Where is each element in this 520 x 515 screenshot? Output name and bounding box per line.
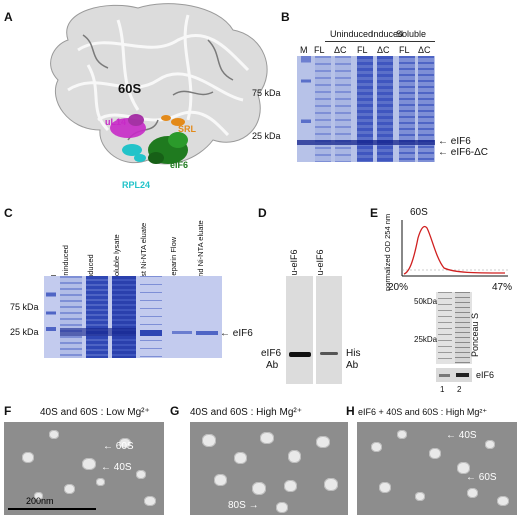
c-lane-ni1: 1st Ni-NTA eluate [139,222,148,281]
panel-h-letter: H [346,404,355,418]
h-title: eIF6 + 40S and 60S : High Mg²⁺ [358,407,488,417]
g-arrow-80s-text: 80S [228,500,246,511]
lane-fl-1: FL [314,45,325,55]
g-title: 40S and 60S : High Mg²⁺ [190,407,303,418]
c-lane-ni2: 2nd Ni-NTA eluate [196,220,205,281]
panel-e-letter: E [370,206,379,220]
d-left-label-1: eIF6 [261,348,282,359]
em-image-f [4,422,164,515]
em-image-h [357,422,517,515]
d-right-label-1: His [346,348,361,359]
group-soluble: Soluble [396,29,427,39]
eif6-protein [148,132,188,164]
e-lane-1: 1 [440,385,445,394]
ul14-protein [110,114,146,138]
arrow-eif6-text: eIF6 [450,136,471,147]
panel-b-letter: B [281,10,290,24]
d-left-label-2: Ab [266,360,279,371]
panel-d-letter: D [258,206,267,220]
gel-c [44,276,222,358]
western-blot-his-ab [316,276,342,384]
c-lane-heparin: Heparin Flow [169,236,178,281]
panel-a-letter: A [4,10,13,24]
g-arrow-80s: 80S → [228,500,259,511]
f-title: 40S and 60S : Low Mg²⁺ [40,407,150,418]
western-blot-eif6-ab [286,276,313,384]
e-lane-2: 2 [457,385,462,394]
lane-dc-2: ΔC [377,45,390,55]
e-x-end: 47% [492,282,513,293]
c-lane-soluble: Soluble lysate [112,234,121,281]
label-ul14: uL14 [105,117,127,127]
f-arrow-60s: ← 60S [103,441,134,452]
marker-75-c: 75 kDa [10,302,39,312]
e-marker-25: 25kDa [414,335,438,344]
gel-b [297,56,435,162]
label-60s: 60S [118,81,142,96]
c-arrow-eif6: ← eIF6 [220,328,253,339]
lane-fl-3: FL [399,45,410,55]
ribosome-rna-strands [67,14,250,137]
e-marker-50: 50kDa [414,297,438,306]
h-arrow-40s: ← 40S [446,430,477,441]
f-scale-bar [8,508,96,510]
panel-c-letter: C [4,206,13,220]
e-ponceau-label: Ponceau S [470,312,480,357]
label-eif6-structure: eIF6 [170,160,189,170]
lane-m: M [300,45,308,55]
arrow-label-eif6-dc: ← eIF6-ΔC [438,147,489,158]
f-arrow-40s: ← 40S [101,462,132,473]
f-arrow-40s-text: 40S [113,462,132,473]
e-sucrose-profile [401,220,508,277]
lane-dc-3: ΔC [418,45,431,55]
marker-25-c: 25 kDa [10,327,39,337]
group-induced: Induced [371,29,404,39]
rpl24-protein [122,144,146,162]
em-image-g [190,422,348,515]
e-blot-label: eIF6 [476,370,495,380]
d-right-label-2: Ab [346,360,359,371]
e-peak-60s: 60S [410,207,428,218]
e-ylabel: normalized OD 254 nm [383,213,392,291]
h-arrow-60s-text: 60S [478,472,497,483]
panel-f-letter: F [4,404,12,418]
arrow-eif6-dc-text: eIF6-ΔC [450,147,489,158]
panel-g-letter: G [170,404,180,418]
e-trace [403,225,506,275]
srl-region [161,115,185,126]
marker-75-b: 75 kDa [252,88,281,98]
h-arrow-60s: ← 60S [466,472,497,483]
lane-dc-1: ΔC [334,45,347,55]
c-arrow-eif6-text: eIF6 [232,328,253,339]
arrow-label-eif6: ← eIF6 [438,136,471,147]
label-srl: SRL [178,124,196,134]
e-eif6-blot [436,368,472,382]
e-ponceau-membrane [436,292,472,364]
marker-25-b: 25 kDa [252,131,281,141]
group-divider [325,41,435,42]
f-scale-label: 200nm [26,496,54,506]
e-x-start: 20% [388,282,409,293]
label-rpl24: RPL24 [122,180,151,190]
h-arrow-40s-text: 40S [458,430,477,441]
lane-fl-2: FL [357,45,368,55]
group-uninduced: Uninduced [330,29,374,39]
ribosome-structure [50,3,268,165]
f-arrow-60s-text: 60S [115,441,134,452]
